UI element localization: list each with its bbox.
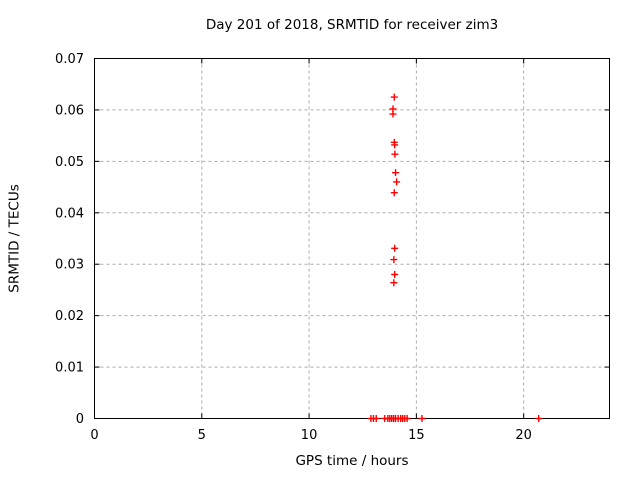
data-point — [390, 189, 398, 197]
data-point — [391, 150, 399, 158]
y-tick-label: 0.03 — [55, 258, 84, 273]
y-axis-label: SRMTID / TECUs — [6, 184, 23, 293]
x-tick-label: 15 — [408, 428, 425, 443]
data-point — [390, 279, 398, 287]
x-tick-label: 5 — [198, 428, 206, 443]
data-point — [418, 415, 426, 422]
data-point — [392, 169, 400, 177]
data-point — [372, 415, 380, 422]
data-point — [390, 93, 398, 101]
data-point — [535, 415, 543, 422]
data-point — [390, 256, 398, 264]
y-tick-label: 0.05 — [55, 155, 84, 170]
x-tick-label: 10 — [301, 428, 318, 443]
x-tick-label: 20 — [515, 428, 532, 443]
y-tick-label: 0 — [76, 412, 84, 427]
x-axis-label: GPS time / hours — [295, 453, 409, 469]
y-tick-label: 0.04 — [55, 206, 84, 221]
data-point — [391, 244, 399, 252]
data-point — [391, 271, 399, 278]
data-point — [393, 178, 401, 186]
y-tick-label: 0.01 — [55, 361, 84, 376]
data-point — [389, 110, 397, 118]
data-point — [403, 415, 411, 422]
y-tick-label: 0.06 — [55, 103, 84, 118]
data-point — [391, 141, 399, 149]
chart-title: Day 201 of 2018, SRMTID for receiver zim… — [205, 17, 499, 33]
plot-border — [94, 58, 610, 419]
y-tick-label: 0.07 — [55, 52, 84, 67]
y-tick-label: 0.02 — [55, 309, 84, 324]
x-tick-label: 0 — [90, 428, 98, 443]
